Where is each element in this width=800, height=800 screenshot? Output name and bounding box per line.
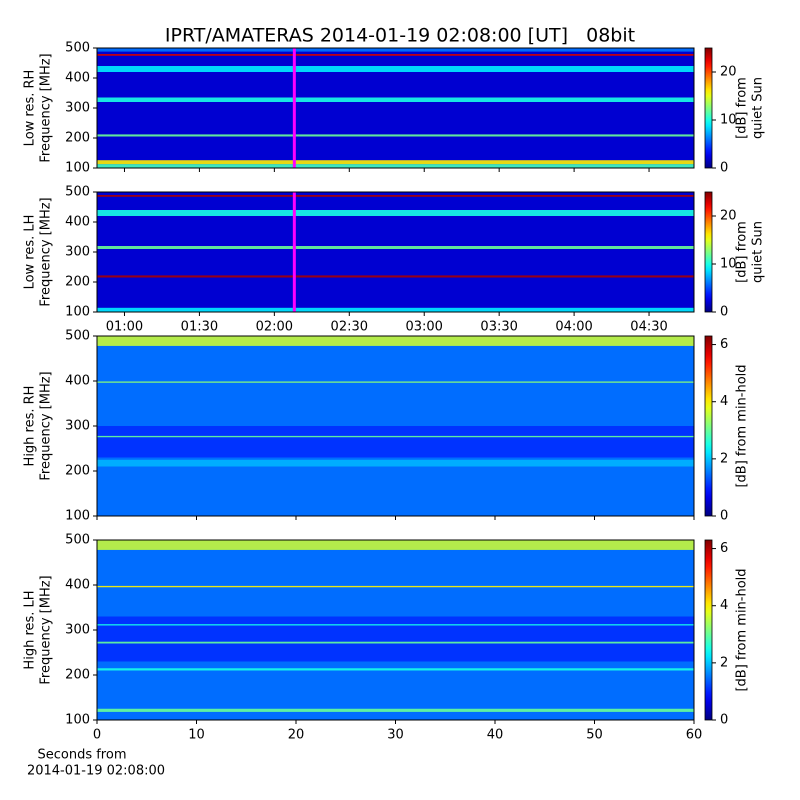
intensity-band (97, 246, 694, 249)
colorbar-tick-label: 4 (720, 394, 728, 409)
y-axis-label: Frequency [MHz] (39, 197, 54, 306)
y-tick-label: 400 (65, 71, 90, 86)
intensity-band (97, 668, 694, 671)
y-axis-label: Frequency [MHz] (39, 53, 54, 162)
y-axis-label: Low res. LH (23, 215, 38, 290)
x-tick-label: 04:00 (555, 320, 592, 335)
y-axis-label: High res. LH (23, 590, 38, 669)
colorbar-tick-label: 10 (720, 257, 737, 272)
intensity-band (97, 435, 694, 438)
y-tick-label: 200 (65, 464, 90, 479)
y-tick-label: 500 (65, 329, 90, 344)
x-tick-label: 50 (586, 728, 603, 743)
x-tick-label: 01:00 (106, 320, 143, 335)
y-axis-label: Low res. RH (23, 70, 38, 147)
y-tick-label: 100 (65, 713, 90, 728)
y-tick-label: 300 (65, 419, 90, 434)
intensity-band (97, 275, 694, 278)
colorbar (704, 539, 713, 721)
intensity-band (97, 345, 694, 426)
colorbar (704, 335, 713, 517)
intensity-band (97, 164, 694, 168)
x-tick-label: 03:00 (405, 320, 442, 335)
x-tick-label: 20 (288, 728, 305, 743)
colorbar-tick-label: 10 (720, 113, 737, 128)
y-axis-label: Frequency [MHz] (39, 575, 54, 684)
intensity-band (97, 708, 694, 712)
colorbar-tick-label: 4 (720, 598, 728, 613)
x-tick-label: 60 (686, 728, 703, 743)
intensity-band (97, 381, 694, 383)
y-tick-label: 100 (65, 509, 90, 524)
colorbar-tick-label: 0 (720, 305, 728, 320)
colorbar (704, 191, 713, 313)
intensity-band (97, 307, 694, 312)
y-tick-label: 100 (65, 305, 90, 320)
y-axis-label: High res. RH (23, 386, 38, 467)
intensity-band (97, 210, 694, 216)
y-tick-label: 300 (65, 101, 90, 116)
intensity-band (97, 195, 694, 197)
intensity-band (97, 336, 694, 346)
y-tick-label: 300 (65, 245, 90, 260)
figure-title: IPRT/AMATERAS 2014-01-19 02:08:00 [UT] 0… (165, 25, 635, 47)
colorbar-tick-label: 2 (720, 451, 728, 466)
y-axis-label: Frequency [MHz] (39, 371, 54, 480)
x-tick-label: 03:30 (480, 320, 517, 335)
intensity-band (97, 48, 694, 52)
colorbar-label: [dB] from (735, 77, 750, 139)
x-tick-label: 0 (93, 728, 101, 743)
intensity-band (97, 549, 694, 617)
colorbar-tick-label: 20 (720, 65, 737, 80)
intensity-band (97, 134, 694, 137)
colorbar-tick-label: 20 (720, 209, 737, 224)
y-tick-label: 500 (65, 41, 90, 56)
intensity-band (97, 641, 694, 644)
x-tick-label: 01:30 (181, 320, 218, 335)
y-tick-label: 300 (65, 623, 90, 638)
intensity-band (97, 540, 694, 550)
colorbar-tick-label: 0 (720, 713, 728, 728)
intensity-band (97, 457, 694, 516)
intensity-band (97, 97, 694, 102)
colorbar-tick-label: 6 (720, 541, 728, 556)
x-tick-label: 30 (387, 728, 404, 743)
intensity-band (97, 624, 694, 626)
y-tick-label: 400 (65, 374, 90, 389)
x-axis-label: 2014-01-19 02:08:00 (27, 764, 165, 779)
intensity-band (97, 66, 694, 72)
y-tick-label: 200 (65, 275, 90, 290)
y-tick-label: 200 (65, 668, 90, 683)
y-tick-label: 200 (65, 131, 90, 146)
intensity-band (97, 585, 694, 588)
y-tick-label: 500 (65, 533, 90, 548)
x-tick-label: 10 (188, 728, 205, 743)
y-tick-label: 500 (65, 185, 90, 200)
colorbar-label: quiet Sun (751, 221, 766, 283)
x-axis-label: Seconds from (37, 748, 126, 763)
x-tick-label: 02:30 (331, 320, 368, 335)
colorbar-tick-label: 0 (720, 509, 728, 524)
x-tick-label: 40 (487, 728, 504, 743)
colorbar (704, 47, 713, 169)
colorbar-tick-label: 0 (720, 161, 728, 176)
colorbar-tick-label: 6 (720, 337, 728, 352)
intensity-band (97, 54, 694, 56)
colorbar-label: [dB] from min-hold (735, 364, 750, 487)
colorbar-tick-label: 2 (720, 655, 728, 670)
intensity-band (97, 160, 694, 165)
y-tick-label: 100 (65, 161, 90, 176)
intensity-band (97, 459, 694, 467)
y-tick-label: 400 (65, 578, 90, 593)
x-tick-label: 02:00 (256, 320, 293, 335)
colorbar-label: quiet Sun (751, 77, 766, 139)
x-tick-label: 04:30 (630, 320, 667, 335)
colorbar-label: [dB] from min-hold (735, 568, 750, 691)
colorbar-label: [dB] from (735, 221, 750, 283)
y-tick-label: 400 (65, 215, 90, 230)
